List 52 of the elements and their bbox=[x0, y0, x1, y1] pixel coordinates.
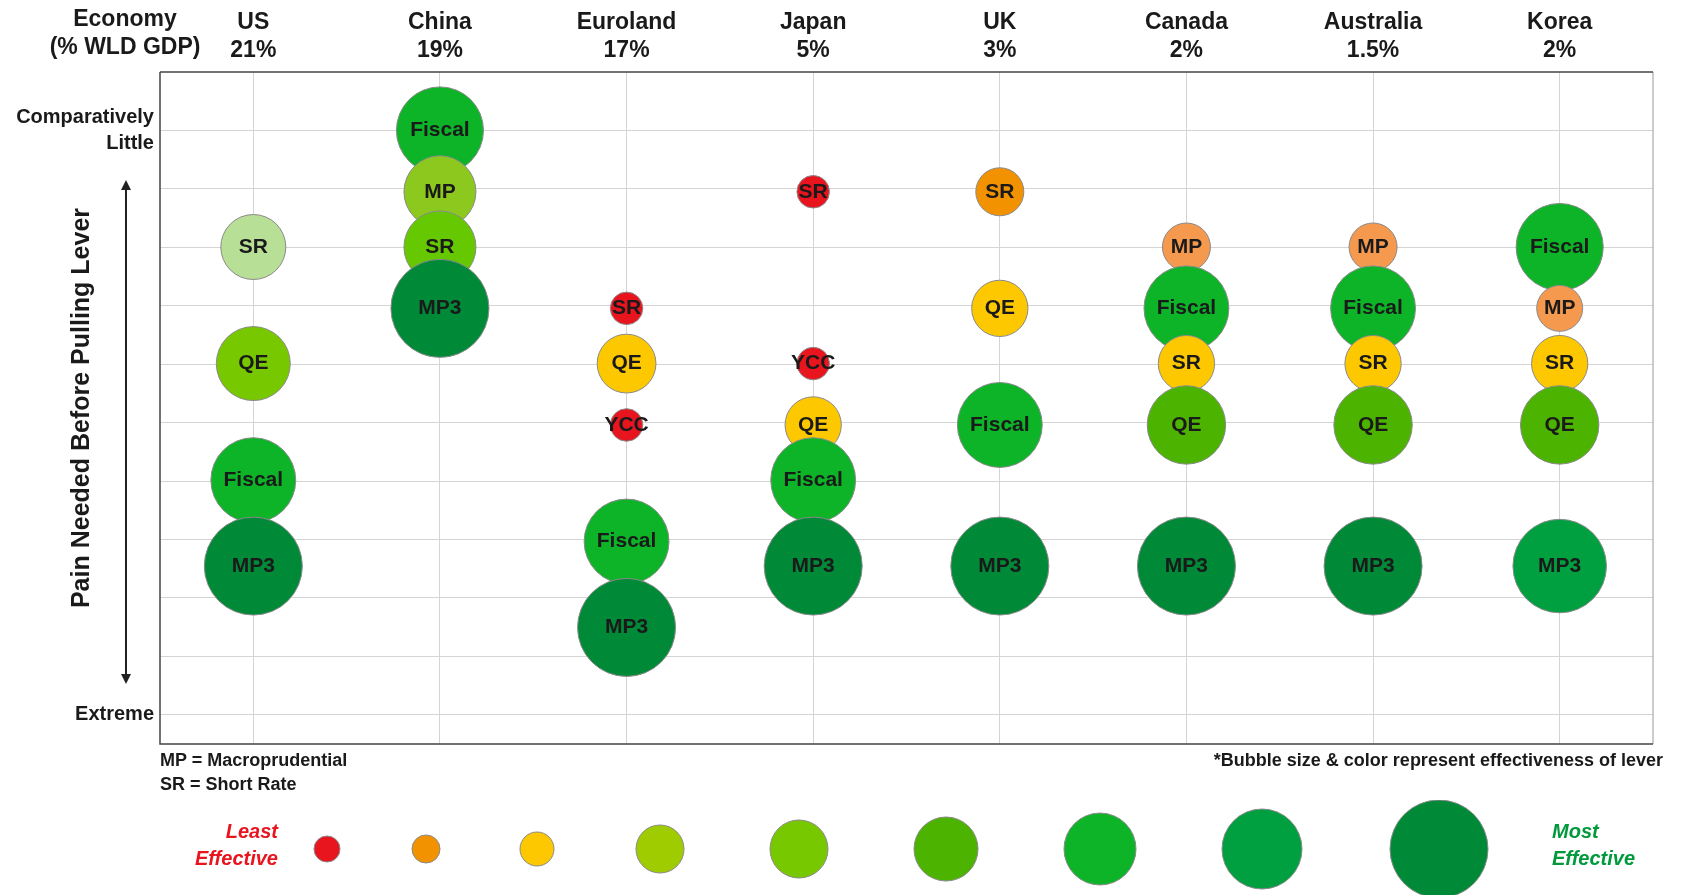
annotation: SR bbox=[425, 233, 455, 257]
annotation: Fiscal bbox=[970, 411, 1030, 435]
x-tick-label: China 19% bbox=[407, 7, 473, 62]
annotation: MP3 bbox=[418, 295, 462, 319]
annotation: MP3 bbox=[604, 614, 649, 638]
annotation: SR bbox=[1171, 350, 1202, 374]
text: *Bubble size & color represent effectiveness of lever bbox=[1213, 750, 1663, 770]
annotation: MP3 bbox=[231, 552, 275, 576]
annotation: Fiscal bbox=[223, 466, 284, 490]
annotation: MP3 bbox=[1351, 552, 1395, 576]
annotation: Fiscal bbox=[1156, 295, 1217, 319]
annotation: QE bbox=[1171, 411, 1202, 435]
x-tick-label: Japan 5% bbox=[779, 7, 847, 62]
annotation: MP bbox=[1357, 233, 1389, 257]
annotation: QE bbox=[238, 350, 269, 374]
annotation: MP3 bbox=[1164, 552, 1209, 576]
x-tick-label: Canada 2% bbox=[1144, 7, 1229, 62]
annotation: MP bbox=[1170, 233, 1203, 257]
text: Least Effective bbox=[194, 819, 278, 871]
annotation: Fiscal bbox=[410, 117, 470, 141]
x-tick-label: Korea 2% bbox=[1527, 7, 1593, 62]
text: Extreme bbox=[75, 702, 154, 725]
annotation: QE bbox=[798, 411, 829, 435]
annotation: SR bbox=[798, 178, 828, 202]
x-tick-label: Australia 1.5% bbox=[1323, 7, 1423, 62]
annotation: Fiscal bbox=[783, 466, 843, 490]
x-tick-label: US 21% bbox=[230, 7, 277, 62]
x-tick-label: UK 3% bbox=[983, 7, 1017, 62]
annotation: SR bbox=[238, 233, 268, 257]
annotation: QE bbox=[611, 350, 642, 374]
text: Comparatively Little bbox=[16, 104, 155, 153]
annotation: QE bbox=[1357, 411, 1389, 435]
annotation: MP3 bbox=[1538, 552, 1582, 576]
annotation: Fiscal bbox=[1343, 295, 1403, 319]
annotation: MP3 bbox=[791, 552, 835, 576]
annotation: QE bbox=[984, 295, 1015, 319]
annotation: MP bbox=[1543, 295, 1576, 319]
annotation: MP3 bbox=[978, 552, 1022, 576]
annotation: SR bbox=[1545, 350, 1575, 374]
annotation: QE bbox=[1544, 411, 1575, 435]
text: Pain Needed Before Pulling Lever bbox=[65, 207, 94, 609]
annotation: Fiscal bbox=[596, 528, 657, 552]
x-tick-label: Euroland 17% bbox=[576, 7, 677, 62]
x-axis-title: Economy (% WLD GDP) bbox=[49, 5, 201, 60]
text: Most Effective bbox=[1552, 819, 1636, 871]
text: SR = Short Rate bbox=[160, 774, 297, 794]
annotation: MP bbox=[424, 178, 456, 202]
annotation: Fiscal bbox=[1529, 233, 1590, 257]
annotation: SR bbox=[1358, 350, 1388, 374]
annotation: SR bbox=[611, 295, 642, 319]
annotation: SR bbox=[985, 178, 1015, 202]
text: MP = Macroprudential bbox=[160, 750, 348, 770]
